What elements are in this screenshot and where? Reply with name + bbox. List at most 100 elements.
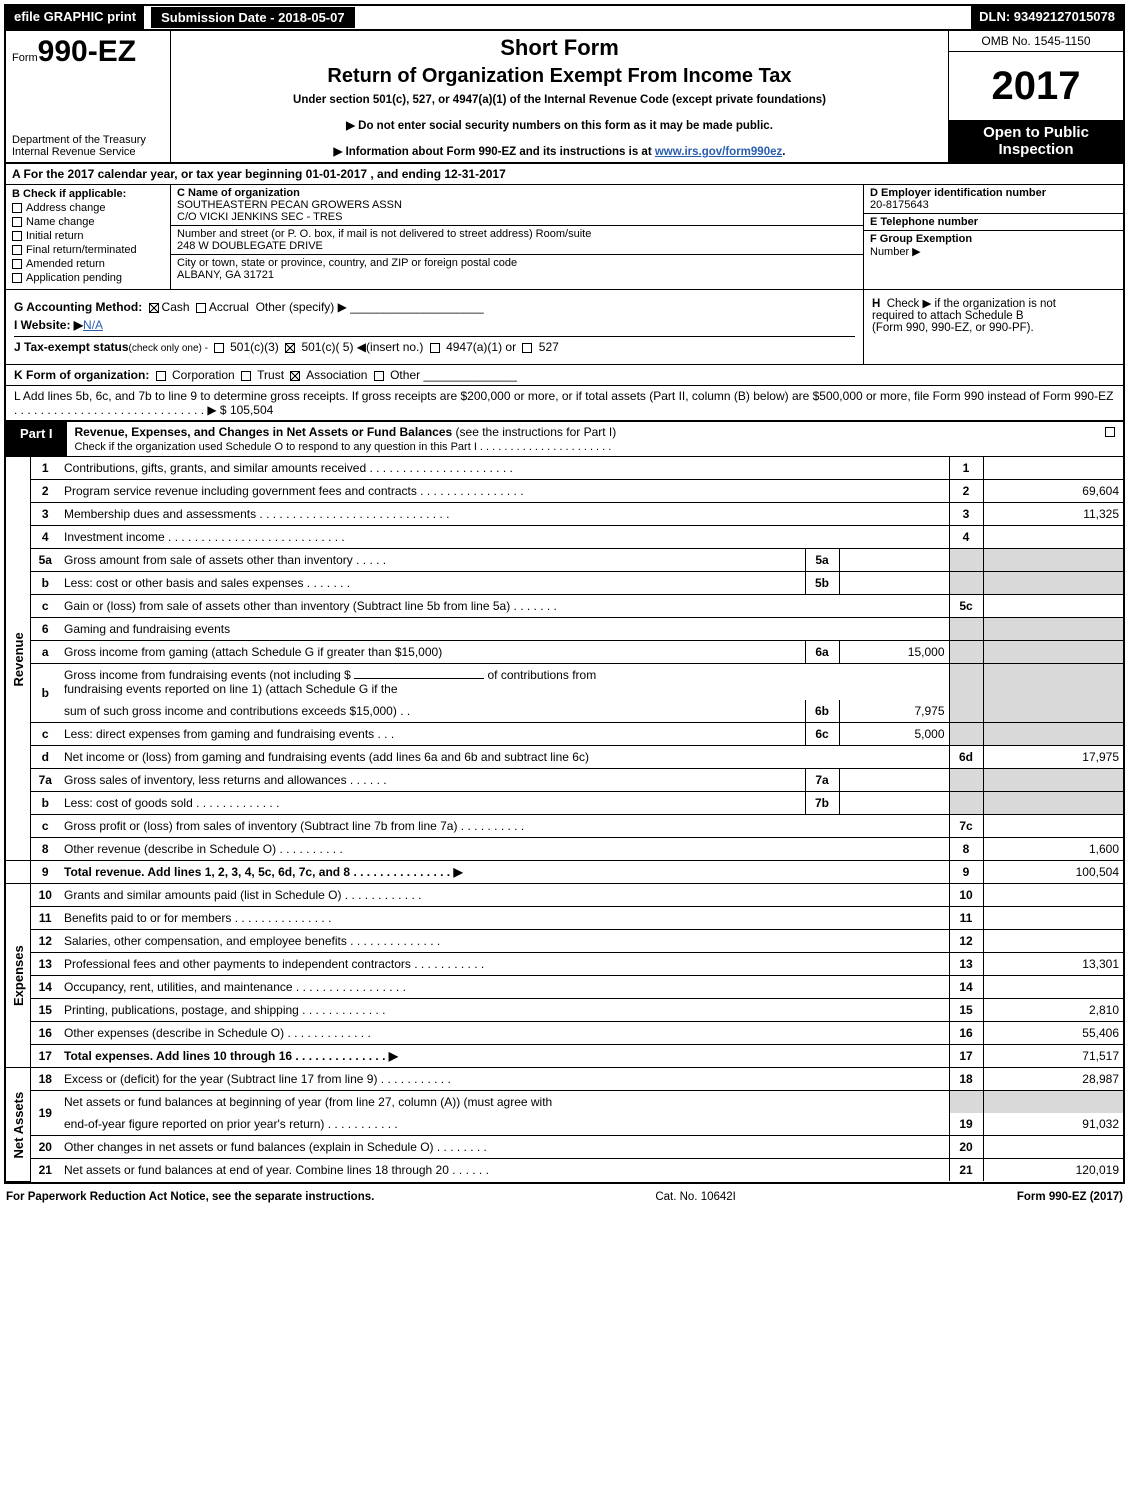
return-title: Return of Organization Exempt From Incom… <box>177 65 942 88</box>
expenses-side-label: Expenses <box>6 884 30 1068</box>
line-5b-value <box>839 572 949 595</box>
line-6a-desc: Gross income from gaming (attach Schedul… <box>60 641 805 664</box>
top-bar: efile GRAPHIC print Submission Date - 20… <box>6 6 1123 31</box>
line-15-value: 2,810 <box>983 999 1123 1022</box>
checkbox-schedule-o-part-i[interactable] <box>1105 427 1115 437</box>
line-17-desc: Total expenses. Add lines 10 through 16 … <box>60 1045 949 1068</box>
line-6d-value: 17,975 <box>983 746 1123 769</box>
checkbox-amended-return[interactable] <box>12 259 22 269</box>
g-accounting-method: G Accounting Method: Cash Accrual Other … <box>14 300 855 314</box>
c-name-of-org: C Name of organization SOUTHEASTERN PECA… <box>171 185 863 226</box>
line-14-value <box>983 976 1123 999</box>
checkbox-cash[interactable] <box>149 303 159 313</box>
line-7a-value <box>839 769 949 792</box>
under-section: Under section 501(c), 527, or 4947(a)(1)… <box>177 94 942 106</box>
checkbox-association[interactable] <box>290 371 300 381</box>
efile-badge: efile GRAPHIC print <box>6 6 144 29</box>
line-a-calendar-year: A For the 2017 calendar year, or tax yea… <box>6 164 1123 185</box>
line-6d-desc: Net income or (loss) from gaming and fun… <box>60 746 949 769</box>
line-16-desc: Other expenses (describe in Schedule O) … <box>60 1022 949 1045</box>
line-5c-desc: Gain or (loss) from sale of assets other… <box>60 595 949 618</box>
line-13-desc: Professional fees and other payments to … <box>60 953 949 976</box>
line-6-desc: Gaming and fundraising events <box>60 618 949 641</box>
note-ssn: ▶ Do not enter social security numbers o… <box>177 118 942 132</box>
line-7c-value <box>983 815 1123 838</box>
checkbox-name-change[interactable] <box>12 217 22 227</box>
form-footer-id: Form 990-EZ (2017) <box>1017 1191 1123 1203</box>
website-link[interactable]: N/A <box>83 318 103 332</box>
line-6b-desc: Gross income from fundraising events (no… <box>60 664 949 701</box>
paperwork-notice: For Paperwork Reduction Act Notice, see … <box>6 1191 374 1203</box>
checkbox-501c[interactable] <box>285 343 295 353</box>
line-6c-value: 5,000 <box>839 723 949 746</box>
catalog-number: Cat. No. 10642I <box>655 1191 736 1203</box>
f-group-exemption: F Group Exemption Number ▶ <box>864 231 1123 289</box>
line-5b-desc: Less: cost or other basis and sales expe… <box>60 572 805 595</box>
form-page: efile GRAPHIC print Submission Date - 20… <box>4 4 1125 1184</box>
checkbox-final-return[interactable] <box>12 245 22 255</box>
city-state-zip: City or town, state or province, country… <box>171 255 863 283</box>
line-6a-value: 15,000 <box>839 641 949 664</box>
line-19-desc-2: end-of-year figure reported on prior yea… <box>60 1113 949 1136</box>
short-form-title: Short Form <box>177 35 942 61</box>
net-assets-side-label: Net Assets <box>6 1068 30 1182</box>
checkbox-accrual[interactable] <box>196 303 206 313</box>
omb-number: OMB No. 1545-1150 <box>949 31 1123 52</box>
line-13-value: 13,301 <box>983 953 1123 976</box>
line-10-desc: Grants and similar amounts paid (list in… <box>60 884 949 907</box>
line-11-desc: Benefits paid to or for members . . . . … <box>60 907 949 930</box>
line-2-desc: Program service revenue including govern… <box>60 480 949 503</box>
line-10-value <box>983 884 1123 907</box>
line-1-value <box>983 457 1123 480</box>
line-8-desc: Other revenue (describe in Schedule O) .… <box>60 838 949 861</box>
checkbox-501c3[interactable] <box>214 343 224 353</box>
open-public-badge: Open to Public Inspection <box>949 120 1123 162</box>
street-address: Number and street (or P. O. box, if mail… <box>171 226 863 255</box>
checkbox-4947a1[interactable] <box>430 343 440 353</box>
line-8-value: 1,600 <box>983 838 1123 861</box>
checkbox-trust[interactable] <box>241 371 251 381</box>
line-5a-value <box>839 549 949 572</box>
irs-link[interactable]: www.irs.gov/form990ez <box>655 146 782 158</box>
d-ein: D Employer identification number 20-8175… <box>864 185 1123 214</box>
h-schedule-b: H Check ▶ if the organization is not req… <box>863 290 1123 364</box>
checkbox-initial-return[interactable] <box>12 231 22 241</box>
entity-info-grid: B Check if applicable: Address change Na… <box>6 185 1123 290</box>
l-gross-receipts: L Add lines 5b, 6c, and 7b to line 9 to … <box>6 386 1123 422</box>
note-info: ▶ Information about Form 990-EZ and its … <box>177 144 942 158</box>
line-19-value: 91,032 <box>983 1113 1123 1136</box>
line-16-value: 55,406 <box>983 1022 1123 1045</box>
checkbox-address-change[interactable] <box>12 203 22 213</box>
line-7a-desc: Gross sales of inventory, less returns a… <box>60 769 805 792</box>
form-header: Form990-EZ Department of the Treasury In… <box>6 31 1123 164</box>
agency: Department of the Treasury Internal Reve… <box>12 134 164 158</box>
checkbox-corporation[interactable] <box>156 371 166 381</box>
k-form-of-org: K Form of organization: Corporation Trus… <box>6 365 1123 386</box>
checkbox-application-pending[interactable] <box>12 273 22 283</box>
line-18-desc: Excess or (deficit) for the year (Subtra… <box>60 1068 949 1091</box>
line-2-value: 69,604 <box>983 480 1123 503</box>
line-21-value: 120,019 <box>983 1159 1123 1182</box>
page-footer: For Paperwork Reduction Act Notice, see … <box>0 1188 1129 1206</box>
line-21-desc: Net assets or fund balances at end of ye… <box>60 1159 949 1182</box>
line-4-desc: Investment income . . . . . . . . . . . … <box>60 526 949 549</box>
line-9-desc: Total revenue. Add lines 1, 2, 3, 4, 5c,… <box>60 861 949 884</box>
line-20-value <box>983 1136 1123 1159</box>
submission-date: Submission Date - 2018-05-07 <box>150 6 356 29</box>
e-telephone: E Telephone number <box>864 214 1123 231</box>
line-7c-desc: Gross profit or (loss) from sales of inv… <box>60 815 949 838</box>
line-4-value <box>983 526 1123 549</box>
line-19-desc-1: Net assets or fund balances at beginning… <box>60 1091 949 1114</box>
line-3-value: 11,325 <box>983 503 1123 526</box>
line-12-value <box>983 930 1123 953</box>
checkbox-527[interactable] <box>522 343 532 353</box>
line-20-desc: Other changes in net assets or fund bala… <box>60 1136 949 1159</box>
line-5c-value <box>983 595 1123 618</box>
line-7b-value <box>839 792 949 815</box>
line-15-desc: Printing, publications, postage, and shi… <box>60 999 949 1022</box>
line-14-desc: Occupancy, rent, utilities, and maintena… <box>60 976 949 999</box>
section-b-checkboxes: B Check if applicable: Address change Na… <box>6 185 171 289</box>
gh-block: G Accounting Method: Cash Accrual Other … <box>6 290 1123 365</box>
checkbox-other-org[interactable] <box>374 371 384 381</box>
line-9-value: 100,504 <box>983 861 1123 884</box>
